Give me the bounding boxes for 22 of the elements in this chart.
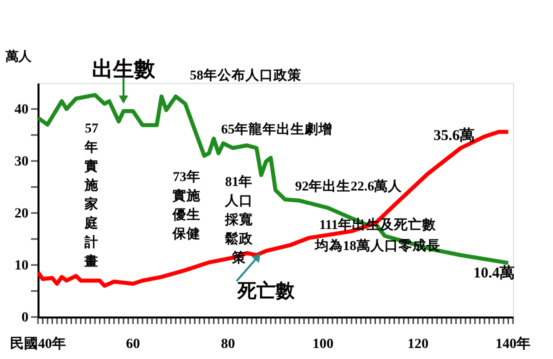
series-label: 死亡數	[236, 280, 296, 302]
y-axis-title: 萬人	[4, 48, 32, 64]
series-label: 出生數	[92, 57, 156, 81]
annotation: 73年實施優生保健	[172, 168, 201, 241]
x-tick-label: 100	[312, 337, 334, 352]
line-series	[38, 92, 510, 265]
y-tick-label: 20	[14, 206, 28, 222]
annotation: 92年出生22.6萬人	[295, 178, 404, 194]
y-tick-label: 30	[14, 154, 28, 170]
annotation: 57年實施家庭計畫	[84, 120, 99, 268]
x-tick-label: 60	[126, 337, 140, 352]
x-tick-label: 民國40年	[10, 336, 66, 352]
x-tick-label: 140年	[496, 336, 530, 352]
y-tick-label: 40	[14, 102, 28, 118]
annotation: 65年龍年出生劇增	[221, 121, 333, 136]
y-tick-label: 10	[14, 258, 28, 274]
annotation: 10.4萬	[473, 264, 515, 282]
y-tick-label: 0	[22, 310, 28, 326]
x-tick-label: 120	[408, 337, 428, 352]
text: 58年公布人口政策	[190, 68, 302, 83]
x-tick-label: 80	[221, 337, 235, 352]
annotation: 35.6萬	[433, 127, 475, 144]
